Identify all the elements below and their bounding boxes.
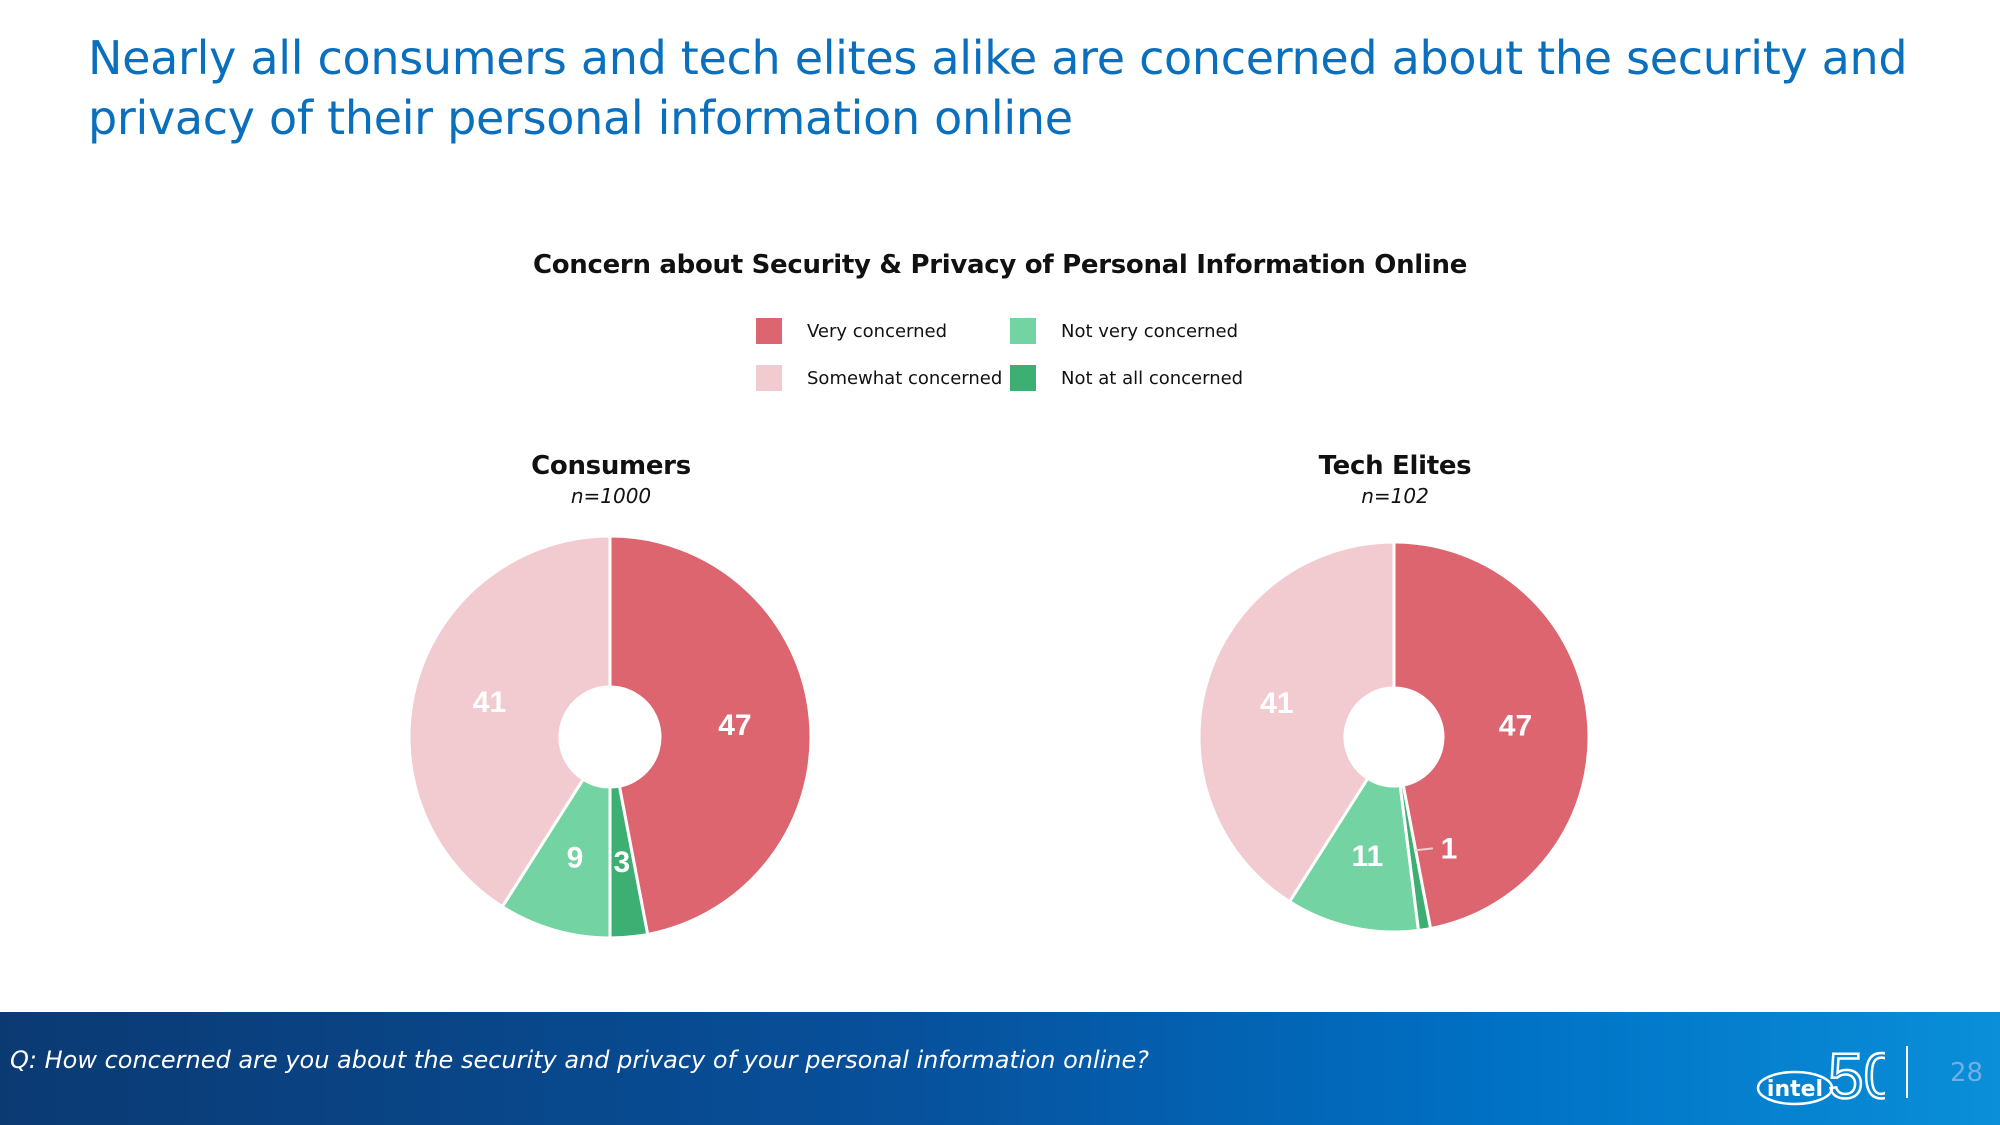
tech-elites-pie-title: Tech Elites xyxy=(1318,451,1472,481)
legend-item-somewhat-concerned: Somewhat concerned xyxy=(756,364,1002,392)
legend-item-not-at-all-concerned: Not at all concerned xyxy=(1010,364,1243,392)
legend-swatch-not-very-concerned xyxy=(1010,318,1036,344)
legend-label-somewhat-concerned: Somewhat concerned xyxy=(807,367,1003,389)
consumers-sample-size: n=1000 xyxy=(570,484,652,508)
chart-title: Concern about Security & Privacy of Pers… xyxy=(532,250,1468,280)
legend-swatch-somewhat-concerned xyxy=(756,365,782,391)
tech-elites-slice-somewhat-concerned xyxy=(1197,540,1396,904)
legend-item-very-concerned: Very concerned xyxy=(756,317,947,345)
tech-elites-label-not-at-all-concerned: 1 xyxy=(1441,832,1458,865)
consumers-slice-not-very-concerned xyxy=(500,777,612,940)
legend-label-not-very-concerned: Not very concerned xyxy=(1061,320,1239,342)
intel-50-logo: 50 intel xyxy=(1756,1039,1885,1106)
consumers-label-not-very-concerned: 9 xyxy=(567,842,584,875)
tech-elites-label-somewhat-concerned: 41 xyxy=(1260,687,1293,720)
legend-label-very-concerned: Very concerned xyxy=(807,320,948,342)
tech-elites-slice-not-very-concerned xyxy=(1287,776,1421,934)
legend-swatch-not-at-all-concerned xyxy=(1010,365,1036,391)
consumers-label-not-at-all-concerned: 3 xyxy=(613,846,630,879)
survey-question: Q: How concerned are you about the secur… xyxy=(10,1046,1150,1074)
legend-swatch-very-concerned xyxy=(756,318,782,344)
legend-item-not-very-concerned: Not very concerned xyxy=(1010,317,1238,345)
footer-bar xyxy=(0,1012,2000,1125)
tech-elites-sample-size: n=102 xyxy=(1361,484,1429,508)
tech-elites-label-not-very-concerned: 11 xyxy=(1352,840,1384,873)
consumers-slice-somewhat-concerned xyxy=(407,534,612,909)
legend-label-not-at-all-concerned: Not at all concerned xyxy=(1061,367,1244,389)
logo-number: 50 xyxy=(1828,1040,1885,1106)
consumers-pie-title: Consumers xyxy=(531,451,691,481)
logo-swoosh xyxy=(1756,1070,1834,1106)
consumers-label-very-concerned: 47 xyxy=(718,709,751,742)
tech-elites-label-very-concerned: 47 xyxy=(1499,710,1532,743)
logo-text: intel xyxy=(1767,1077,1823,1102)
consumers-pie-header: Consumers n=1000 xyxy=(411,450,811,510)
tech-elites-leader-line-not-at-all-concerned xyxy=(1414,847,1434,852)
consumers-slice-very-concerned xyxy=(608,534,813,937)
tech-elites-slice-very-concerned xyxy=(1392,540,1591,931)
footer-divider xyxy=(1906,1046,1908,1098)
tech-elites-pie-header: Tech Elites n=102 xyxy=(1195,450,1595,510)
page-number: 28 xyxy=(1950,1058,1984,1088)
page-title: Nearly all consumers and tech elites ali… xyxy=(88,31,1908,145)
consumers-label-somewhat-concerned: 41 xyxy=(473,686,506,719)
